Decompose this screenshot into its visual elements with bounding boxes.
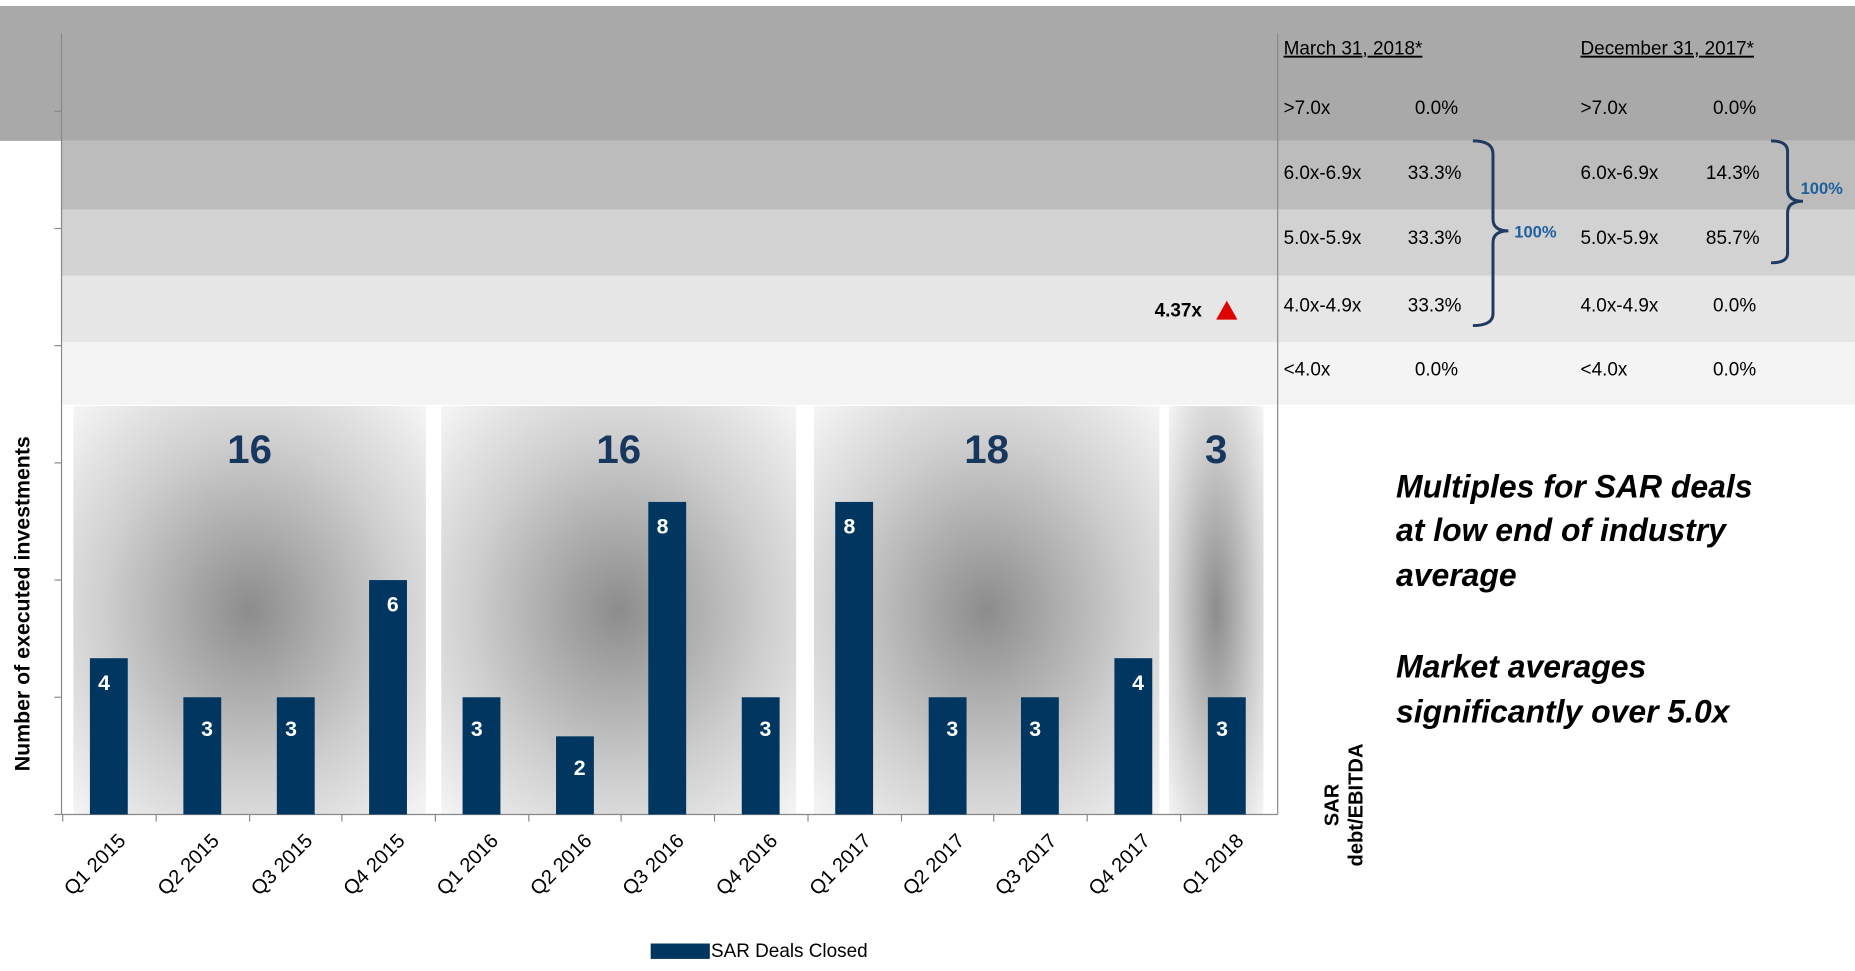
note: average: [1396, 557, 1517, 593]
band: [61, 140, 1855, 210]
value-label: 4: [1132, 671, 1144, 695]
x-tick-label: Q1 2016: [433, 830, 503, 900]
note: at low end of industry: [1396, 512, 1728, 548]
x-tick-label: Q4 2016: [712, 830, 782, 900]
annotation: 4.37x: [1155, 300, 1203, 321]
x-tick-label: Q3 2016: [619, 830, 689, 900]
year-total: 16: [596, 427, 641, 472]
x-tick-label: Q1 2017: [806, 830, 876, 900]
x-tick-label: Q4 2017: [1085, 830, 1155, 900]
value-label: 3: [471, 717, 483, 741]
note: Market averages: [1396, 648, 1646, 684]
row-label: 6.0x-6.9x: [1284, 163, 1362, 184]
row-value: 85.7%: [1706, 228, 1760, 249]
bracket-label: 100%: [1801, 179, 1844, 198]
y2-axis-label: SAR: [1322, 783, 1344, 826]
row-label: 6.0x-6.9x: [1581, 163, 1659, 184]
x-tick-label: Q4 2015: [339, 830, 409, 900]
value-label: 6: [387, 593, 399, 617]
year-panel: [73, 406, 426, 815]
note: Multiples for SAR deals: [1396, 468, 1753, 504]
year-total: 18: [964, 427, 1009, 472]
legend-label: SAR Deals Closed: [711, 941, 868, 962]
table-header: December 31, 2017*: [1581, 39, 1755, 60]
bracket: [1472, 139, 1509, 328]
bar: [276, 697, 315, 815]
y2-axis-label: debt/EBITDA: [1345, 744, 1367, 867]
row-value: 0.0%: [1415, 360, 1458, 381]
row-value: 33.3%: [1408, 296, 1462, 317]
value-label: 3: [285, 717, 297, 741]
value-label: 4: [98, 671, 110, 695]
row-value: 33.3%: [1408, 228, 1462, 249]
value-label: 2: [574, 756, 586, 780]
y-axis-label: Number of executed investments: [10, 436, 34, 771]
year-total: 3: [1205, 427, 1227, 472]
band: [61, 275, 1855, 343]
value-label: 3: [1216, 717, 1228, 741]
row-label: <4.0x: [1284, 360, 1331, 381]
bar: [835, 501, 874, 815]
band: [0, 5, 1855, 141]
row-label: 5.0x-5.9x: [1581, 228, 1659, 249]
note: significantly over 5.0x: [1396, 693, 1731, 729]
x-tick-label: Q3 2017: [991, 830, 1061, 900]
x-tick-label: Q1 2018: [1178, 830, 1248, 900]
row-label: 4.0x-4.9x: [1581, 296, 1659, 317]
bar: [1020, 697, 1059, 815]
value-label: 3: [1029, 717, 1041, 741]
row-value: 33.3%: [1408, 163, 1462, 184]
row-label: 4.0x-4.9x: [1284, 296, 1362, 317]
bracket-label: 100%: [1514, 223, 1557, 242]
bar: [462, 697, 501, 815]
value-label: 3: [946, 717, 958, 741]
legend-swatch: [650, 943, 710, 959]
table-header: March 31, 2018*: [1284, 39, 1423, 60]
row-label: >7.0x: [1581, 98, 1628, 119]
x-tick-label: Q2 2017: [899, 830, 969, 900]
band: [61, 342, 1855, 405]
marker: [1216, 300, 1238, 320]
x-tick-label: Q3 2015: [247, 830, 317, 900]
row-value: 0.0%: [1713, 296, 1756, 317]
row-label: 5.0x-5.9x: [1284, 228, 1362, 249]
value-label: 8: [657, 515, 669, 539]
bar: [648, 501, 687, 815]
bar: [369, 580, 407, 815]
bar: [89, 658, 128, 815]
x-tick-label: Q1 2015: [60, 830, 130, 900]
row-value: 0.0%: [1713, 360, 1756, 381]
value-label: 3: [759, 717, 771, 741]
row-label: <4.0x: [1581, 360, 1628, 381]
bar: [183, 697, 222, 815]
bar: [556, 736, 594, 815]
value-label: 8: [843, 515, 855, 539]
x-tick-label: Q2 2015: [154, 830, 224, 900]
bracket: [1770, 139, 1803, 265]
bar: [741, 697, 780, 815]
x-tick-label: Q2 2016: [526, 830, 596, 900]
row-value: 0.0%: [1415, 98, 1458, 119]
row-value: 0.0%: [1713, 98, 1756, 119]
bar: [1114, 658, 1153, 815]
year-total: 16: [227, 427, 272, 472]
row-value: 14.3%: [1706, 163, 1760, 184]
bar: [1207, 697, 1246, 815]
band: [61, 209, 1855, 276]
bar: [928, 697, 967, 815]
value-label: 3: [201, 717, 213, 741]
row-label: >7.0x: [1284, 98, 1331, 119]
